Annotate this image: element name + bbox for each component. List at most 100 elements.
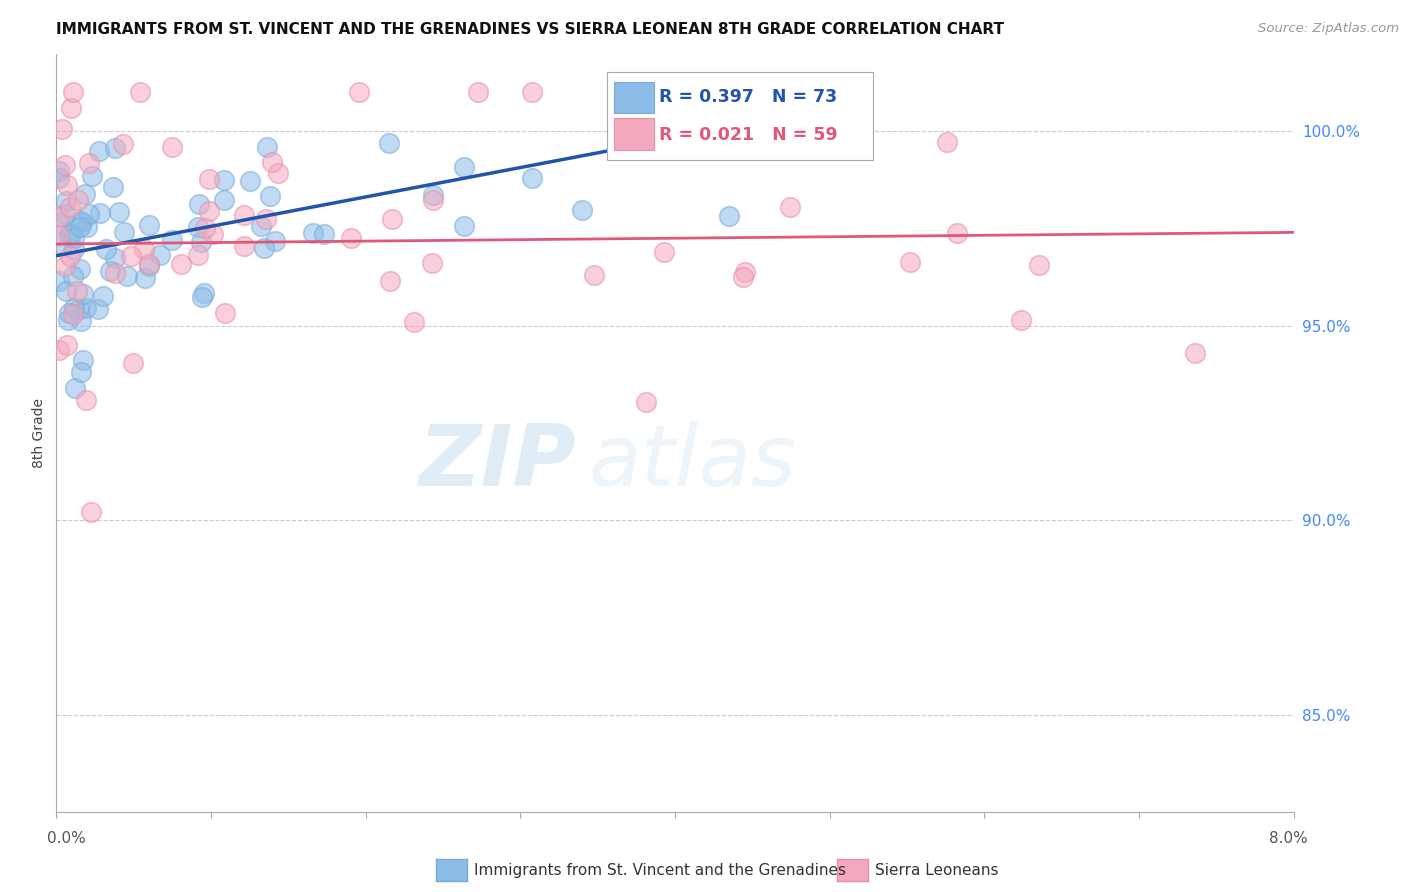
Point [58,313,80,327]
Point [55,194,77,209]
Point [675,115,697,129]
Point [108,205,131,219]
Text: 8.0%: 8.0% [1268,831,1308,846]
Text: R = 0.397   N = 73: R = 0.397 N = 73 [659,88,837,106]
Point [571,203,593,218]
Point [59,249,82,263]
Point [420,256,443,270]
Point [101,179,124,194]
Point [66,285,89,299]
Point [112,225,135,239]
Point [256,211,278,226]
Point [138,259,160,273]
Point [104,251,127,265]
Point [1028,258,1050,272]
Point [187,197,209,211]
Point [636,395,658,409]
Point [56,178,79,193]
Point [190,235,212,249]
Text: Source: ZipAtlas.com: Source: ZipAtlas.com [1258,22,1399,36]
Point [453,219,475,234]
Point [62,307,84,321]
Point [936,135,959,149]
Point [233,208,256,222]
Point [48,343,70,357]
Point [193,286,215,301]
Point [120,250,142,264]
Point [134,271,156,285]
Point [79,155,101,169]
Point [378,136,401,150]
Point [59,227,82,241]
Point [340,231,363,245]
Text: R = 0.021   N = 59: R = 0.021 N = 59 [659,127,838,145]
Point [202,227,225,242]
Point [198,172,221,186]
Point [104,266,127,280]
Point [149,248,172,262]
Point [53,207,76,221]
Point [89,206,111,220]
Text: ZIP: ZIP [418,421,576,505]
Point [58,306,80,320]
Point [62,268,84,283]
Point [160,140,183,154]
Point [422,193,444,207]
FancyBboxPatch shape [607,72,873,160]
Point [69,314,91,328]
Point [190,290,212,304]
Point [233,239,256,253]
Point [263,235,285,249]
Point [72,215,94,229]
Point [58,200,80,214]
Point [132,242,155,256]
Point [111,136,134,151]
Point [259,189,281,203]
Point [75,301,97,316]
Point [48,274,70,288]
Point [302,227,325,241]
Point [138,219,160,233]
Point [212,193,235,207]
Point [48,210,70,224]
Point [63,301,86,316]
Text: Sierra Leoneans: Sierra Leoneans [875,863,998,878]
Point [422,188,444,202]
Point [239,174,262,188]
Point [58,228,80,243]
Point [727,86,749,100]
Point [160,233,183,247]
Point [652,244,675,259]
Point [467,86,489,100]
Text: IMMIGRANTS FROM ST. VINCENT AND THE GRENADINES VS SIERRA LEONEAN 8TH GRADE CORRE: IMMIGRANTS FROM ST. VINCENT AND THE GREN… [56,22,1004,37]
Point [48,228,70,243]
Point [194,221,217,235]
Text: atlas: atlas [588,421,796,505]
Point [48,170,70,185]
Point [402,315,425,329]
Point [55,338,77,352]
Point [48,216,70,230]
Point [314,227,336,241]
Point [138,257,160,271]
Point [256,140,278,154]
Text: 0.0%: 0.0% [46,831,86,846]
Point [60,101,83,115]
Point [87,144,110,158]
Point [48,163,70,178]
Point [250,219,273,234]
Point [260,154,283,169]
Point [1184,346,1206,360]
Point [898,255,921,269]
Point [253,240,276,254]
Point [63,381,86,395]
Point [734,265,756,279]
Point [170,257,193,271]
Point [51,237,73,252]
Point [76,219,98,234]
FancyBboxPatch shape [614,81,654,113]
Point [69,213,91,227]
Point [718,209,741,223]
Point [187,248,209,262]
Point [80,169,103,184]
